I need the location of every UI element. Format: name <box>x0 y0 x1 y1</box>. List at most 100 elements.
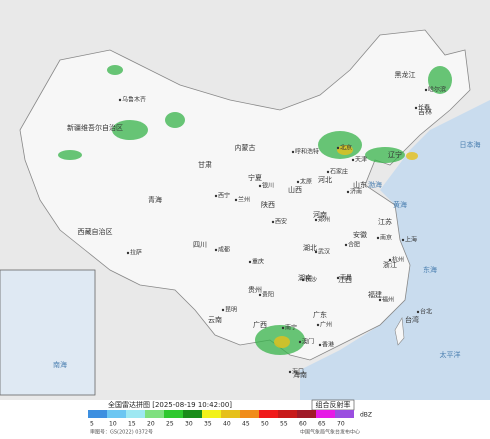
region-label: 湖南 <box>298 273 312 282</box>
sea-label: 东海 <box>423 265 437 274</box>
legend-value: 5 <box>90 421 94 428</box>
approval: 审图号：GS(2022) 0372号 <box>90 429 153 436</box>
legend-swatch <box>259 410 278 418</box>
city-dot <box>336 276 340 280</box>
city-label: 合肥 <box>348 241 360 249</box>
city-label: 石家庄 <box>330 168 348 176</box>
region-label: 台湾 <box>405 315 419 324</box>
city-dot <box>316 323 320 327</box>
south-sea-inset <box>0 269 96 396</box>
region-label: 江西 <box>338 276 352 284</box>
city-dot <box>301 278 305 282</box>
city-dot <box>326 170 330 174</box>
city-dot <box>288 370 292 374</box>
city-label: 银川 <box>262 182 274 190</box>
region-label: 山西 <box>288 185 302 194</box>
region-label: 甘肃 <box>198 160 212 169</box>
city-label: 海口 <box>292 368 304 376</box>
city-dot <box>314 218 318 222</box>
legend-value: 50 <box>261 421 269 428</box>
city-dot <box>314 250 318 254</box>
legend-value: 55 <box>280 421 288 428</box>
city-dot <box>118 98 122 102</box>
legend-swatch <box>202 410 221 418</box>
legend-value: 20 <box>147 421 155 428</box>
region-label: 辽宁 <box>388 150 402 159</box>
city-dot <box>234 198 238 202</box>
city-label: 南昌 <box>340 274 352 282</box>
legend-swatch <box>183 410 202 418</box>
source: 中国气象局气象台发布中心 <box>300 429 360 436</box>
city-label: 南京 <box>380 234 392 242</box>
legend-value: 70 <box>337 421 345 428</box>
city-dot <box>344 243 348 247</box>
city-label: 呼和浩特 <box>295 148 319 156</box>
legend-swatch <box>107 410 126 418</box>
region-label: 湖北 <box>303 243 317 252</box>
city-dot <box>258 184 262 188</box>
legend-swatch <box>88 410 107 418</box>
city-label: 昆明 <box>225 307 237 314</box>
region-label: 海南 <box>293 370 307 379</box>
legend-value: 65 <box>318 421 326 428</box>
city-dot <box>318 343 322 347</box>
legend-swatch <box>278 410 297 418</box>
region-label: 福建 <box>368 290 382 299</box>
china-outline <box>19 29 471 361</box>
city-dot <box>298 340 302 344</box>
legend-swatch <box>145 410 164 418</box>
legend-unit: dBZ <box>360 412 372 419</box>
city-label: 长春 <box>418 104 430 112</box>
city-dot <box>401 238 405 242</box>
city-label: 福州 <box>382 296 394 304</box>
legend-value: 60 <box>299 421 307 428</box>
city-label: 武汉 <box>318 248 330 256</box>
region-label: 广西 <box>253 320 267 329</box>
legend-swatch <box>221 410 240 418</box>
strong-echoes <box>274 145 418 348</box>
region-label: 吉林 <box>418 107 432 116</box>
region-label: 河南 <box>313 210 327 219</box>
city-label: 长沙 <box>305 276 317 284</box>
city-label: 西宁 <box>218 192 230 200</box>
city-label: 上海 <box>405 236 417 244</box>
region-label: 宁夏 <box>248 173 262 182</box>
region-label: 广东 <box>313 310 327 319</box>
legend-swatch <box>297 410 316 418</box>
legend-value: 25 <box>166 421 174 428</box>
sea-label: 黄海 <box>393 200 407 209</box>
city-label: 拉萨 <box>130 249 142 257</box>
city-label: 天津 <box>355 157 367 164</box>
city-label: 成都 <box>218 246 230 254</box>
city-dot <box>346 190 350 194</box>
legend-value: 35 <box>204 421 212 428</box>
region-label: 西藏自治区 <box>78 227 113 236</box>
region-label: 黑龙江 <box>395 70 416 79</box>
taiwan <box>394 317 405 346</box>
city-dot <box>414 106 418 110</box>
city-label: 香港 <box>322 341 334 349</box>
city-label: 台北 <box>420 308 432 316</box>
city-dot <box>281 326 285 330</box>
legend-swatch <box>316 410 335 418</box>
region-label: 四川 <box>193 241 207 249</box>
region-label: 贵州 <box>248 285 262 294</box>
city-label: 杭州 <box>392 256 404 264</box>
legend-value: 45 <box>242 421 250 428</box>
city-label: 贵阳 <box>262 291 274 299</box>
region-label: 云南 <box>208 315 222 324</box>
region-label: 江苏 <box>378 217 392 226</box>
city-label: 重庆 <box>252 258 264 266</box>
product: 组合反射率 <box>316 400 351 409</box>
region-label: 安徽 <box>353 230 367 239</box>
city-label: 广州 <box>320 321 332 329</box>
legend-title: 全国雷达拼图 [2025-08-19 10:42:00] <box>108 400 232 409</box>
city-label: 北京 <box>340 144 352 152</box>
city-dot <box>291 150 295 154</box>
city-label: 西安 <box>275 218 287 226</box>
region-label: 陕西 <box>261 200 275 209</box>
legend-swatch <box>164 410 183 418</box>
city-dot <box>258 293 262 297</box>
